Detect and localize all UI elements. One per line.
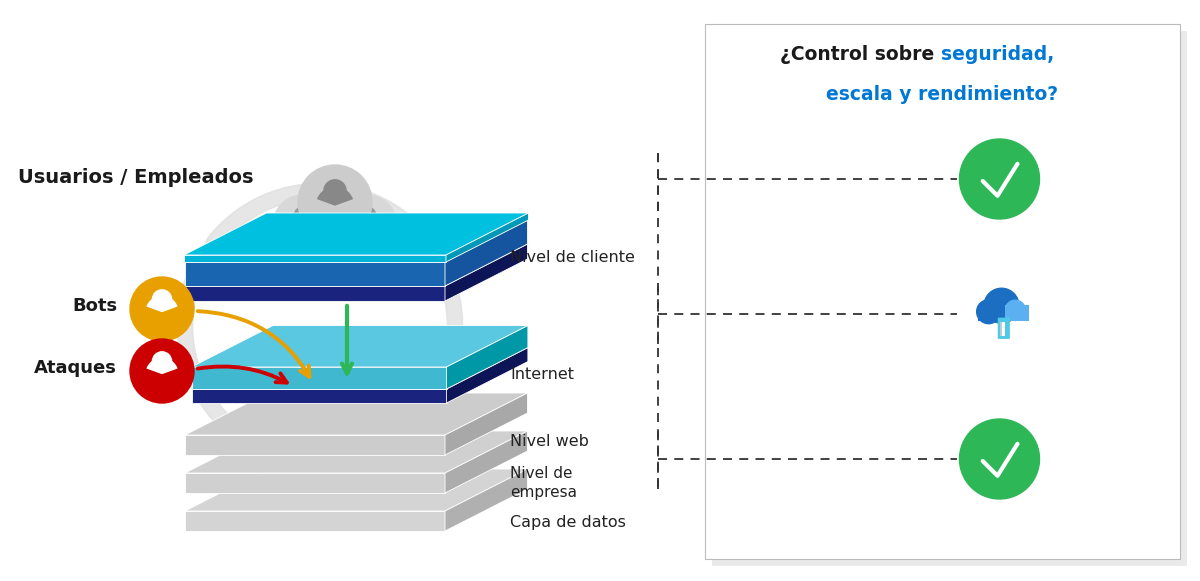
Text: Nivel de
empresa: Nivel de empresa [510,466,577,500]
Circle shape [298,165,372,239]
Wedge shape [146,357,178,374]
Circle shape [274,195,334,255]
FancyBboxPatch shape [712,31,1187,566]
FancyBboxPatch shape [997,318,1010,339]
Polygon shape [185,220,528,262]
Circle shape [130,339,194,403]
Circle shape [130,277,194,341]
Bar [1002,322,1004,336]
Polygon shape [445,469,528,531]
Circle shape [1006,300,1026,321]
Text: Internet: Internet [510,367,574,382]
Polygon shape [445,393,528,455]
Polygon shape [185,469,528,511]
Text: ¿Control sobre: ¿Control sobre [780,45,941,63]
Circle shape [977,300,1001,324]
Polygon shape [185,435,445,455]
Polygon shape [445,244,528,301]
Polygon shape [446,347,528,403]
Polygon shape [184,255,446,262]
Polygon shape [446,213,528,262]
Bar [1006,305,1030,321]
Wedge shape [146,296,178,312]
Text: Bots: Bots [72,297,118,315]
Circle shape [324,180,346,202]
Polygon shape [192,325,528,367]
Circle shape [337,195,397,255]
FancyBboxPatch shape [706,24,1180,559]
Polygon shape [185,431,528,473]
Polygon shape [445,220,528,286]
Text: escala y rendimiento?: escala y rendimiento? [827,84,1058,103]
Polygon shape [185,393,528,435]
Text: Nivel web: Nivel web [510,433,589,449]
Wedge shape [317,187,353,206]
Polygon shape [185,473,445,493]
Polygon shape [446,325,528,389]
Bar [978,305,1026,321]
Polygon shape [192,347,528,389]
Text: Usuarios / Empleados: Usuarios / Empleados [18,167,253,187]
Text: Capa de datos: Capa de datos [510,515,626,530]
Circle shape [294,207,312,225]
Circle shape [960,419,1039,499]
Circle shape [358,207,376,225]
Polygon shape [445,431,528,493]
Circle shape [984,288,1019,323]
Text: Ataques: Ataques [34,359,118,377]
Circle shape [152,352,172,371]
Polygon shape [192,367,446,389]
Wedge shape [288,213,318,228]
Polygon shape [185,244,528,286]
Circle shape [960,139,1039,219]
Polygon shape [185,511,445,531]
Polygon shape [184,213,528,255]
Polygon shape [192,389,446,403]
Circle shape [152,290,172,309]
Bar [1000,322,1002,336]
Text: seguridad,: seguridad, [941,45,1054,63]
Text: Nivel de cliente: Nivel de cliente [510,250,635,266]
Wedge shape [353,213,382,228]
Polygon shape [185,286,445,301]
Polygon shape [185,262,445,286]
